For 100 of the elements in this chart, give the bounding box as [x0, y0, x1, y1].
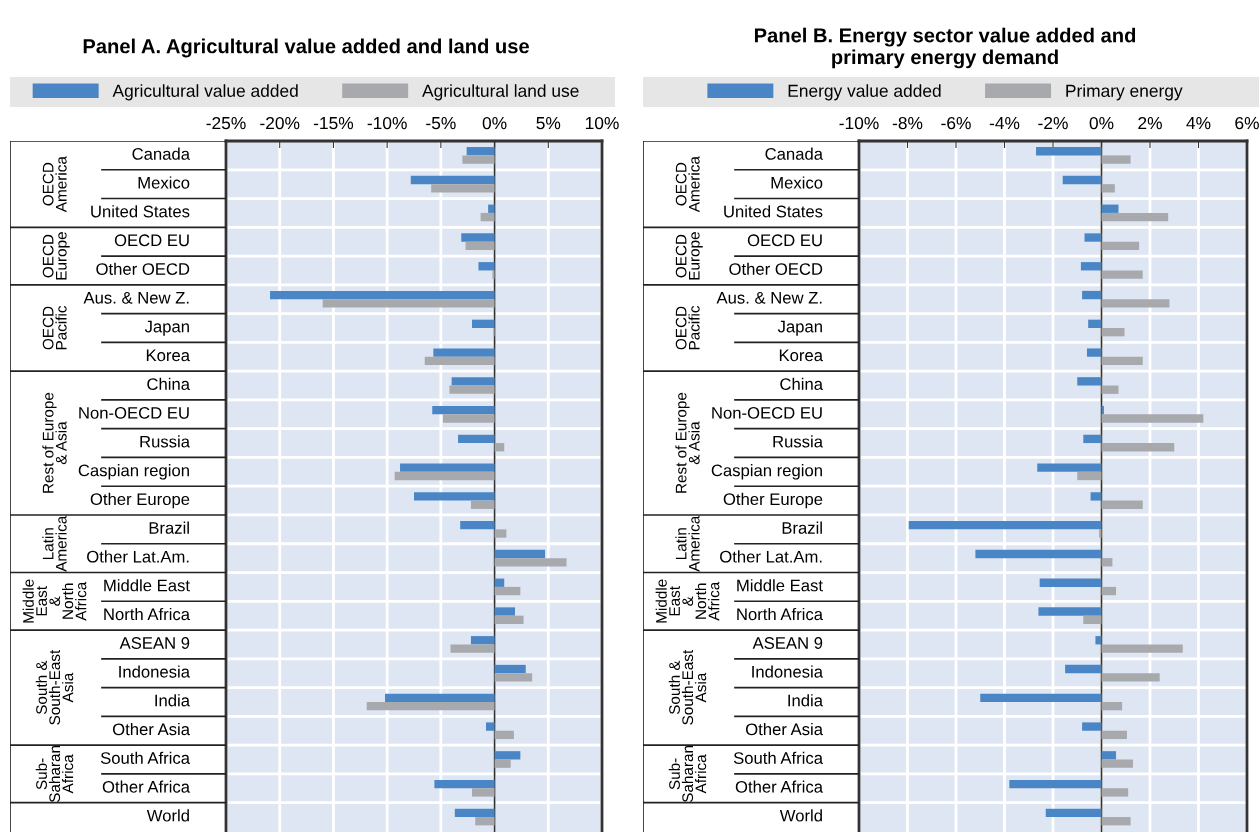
bar: [366, 701, 495, 711]
bar: [1095, 636, 1102, 645]
bar: [1101, 730, 1127, 740]
chart-title: Panel A. Agricultural value added and land use: [83, 38, 529, 58]
bar: [478, 262, 495, 271]
y-tick-label: North Africa: [104, 607, 190, 621]
bar: [1101, 270, 1143, 279]
y-tick-label: Other Europe: [723, 492, 823, 509]
y-tick-label: Korea: [779, 349, 823, 362]
y-tick-label: South Africa: [733, 751, 823, 764]
legend-label: Agricultural value added: [112, 84, 298, 101]
legend-label: Primary energy: [1066, 84, 1183, 101]
x-tick-label: -4%: [989, 117, 1020, 130]
y-tick-label: India: [155, 694, 190, 707]
bar: [1101, 299, 1170, 308]
bar: [1039, 578, 1102, 587]
y-tick-label: China: [780, 377, 823, 390]
legend-label: Energy value added: [788, 84, 941, 101]
bar: [1101, 751, 1117, 760]
bar: [1101, 155, 1131, 164]
text: South & South-East Asia: [35, 649, 74, 725]
x-tick-label: 0%: [482, 116, 507, 130]
y-tick-label: Russia: [773, 435, 823, 448]
bar: [975, 549, 1102, 559]
bar: [492, 270, 495, 279]
x-tick-label: -6%: [941, 116, 971, 130]
bar: [400, 463, 495, 472]
bar: [475, 817, 495, 826]
y-tick-label: Other Asia: [112, 722, 190, 736]
bar: [450, 644, 495, 653]
bar: [1101, 701, 1123, 711]
y-tick-label: South Africa: [100, 751, 190, 764]
text: Latin America: [675, 515, 700, 572]
x-tick-label: 2%: [1138, 116, 1162, 130]
bar: [1082, 290, 1102, 300]
bar: [1088, 319, 1102, 328]
text: Sub- Saharan Africa: [668, 746, 707, 803]
bar: [494, 549, 546, 559]
y-tick-label: Other Europe: [90, 492, 190, 509]
text: Middle East & North Africa: [655, 579, 720, 623]
y-tick-label: Brazil: [782, 521, 822, 534]
y-tick-label: Other Africa: [102, 780, 190, 793]
bar: [1101, 414, 1204, 423]
y-tick-label: Japan: [777, 320, 822, 336]
bar: [1037, 463, 1102, 472]
y-tick-label: Non-OECD EU: [712, 406, 822, 419]
bar: [1101, 817, 1131, 826]
bar: [1082, 722, 1102, 731]
bar: [1101, 241, 1140, 251]
bar: [480, 212, 495, 222]
bar: [458, 434, 495, 444]
y-tick-label: Other Lat.Am.: [87, 550, 189, 563]
y-tick-label: Middle East: [737, 579, 823, 592]
text: Middle East & North Africa: [22, 579, 87, 623]
bar: [1101, 586, 1117, 596]
bar: [485, 722, 495, 731]
bar: [1101, 212, 1169, 222]
x-tick-label: -5%: [426, 117, 456, 130]
y-tick-label: Caspian region: [711, 464, 822, 480]
bar: [432, 405, 495, 415]
bar: [322, 299, 495, 308]
bar: [1083, 434, 1102, 444]
y-tick-label: Other OECD: [96, 262, 190, 275]
bar: [494, 607, 515, 616]
bar: [494, 529, 507, 538]
text: Rest of Europe & Asia: [42, 392, 67, 493]
text: Latin America: [42, 515, 67, 572]
bar: [466, 147, 495, 156]
y-tick-label: Indonesia: [119, 665, 190, 678]
bar: [1084, 233, 1102, 242]
bar: [465, 241, 495, 251]
y-tick-label: World: [779, 809, 822, 822]
x-tick-label: 4%: [1186, 117, 1211, 130]
bar: [414, 492, 495, 501]
bar: [433, 348, 495, 357]
bar: [424, 356, 495, 366]
y-tick-label: OECD EU: [114, 234, 189, 247]
text: Sub- Saharan Africa: [35, 746, 74, 803]
bar: [494, 751, 521, 760]
bar: [1038, 607, 1102, 616]
bar: [1009, 779, 1102, 789]
x-tick-label: 0%: [1089, 116, 1114, 130]
bar: [462, 155, 495, 164]
bar: [451, 377, 495, 386]
bar: [1036, 147, 1102, 156]
bar: [1101, 673, 1160, 682]
bar: [494, 664, 526, 674]
bar: [1077, 377, 1102, 386]
x-tick-label: -2%: [1038, 116, 1068, 130]
y-tick-label: ASEAN 9: [119, 637, 190, 649]
y-tick-label: Mexico: [771, 176, 823, 189]
y-tick-label: World: [146, 809, 189, 822]
bar: [454, 808, 495, 818]
x-tick-label: -8%: [892, 116, 923, 130]
bar: [384, 693, 495, 702]
y-tick-label: Non-OECD EU: [79, 406, 189, 419]
x-tick-label: -10%: [367, 116, 407, 130]
y-tick-label: Canada: [765, 147, 823, 160]
text: OECD Pacific: [42, 305, 67, 350]
y-tick-label: Mexico: [138, 176, 190, 189]
